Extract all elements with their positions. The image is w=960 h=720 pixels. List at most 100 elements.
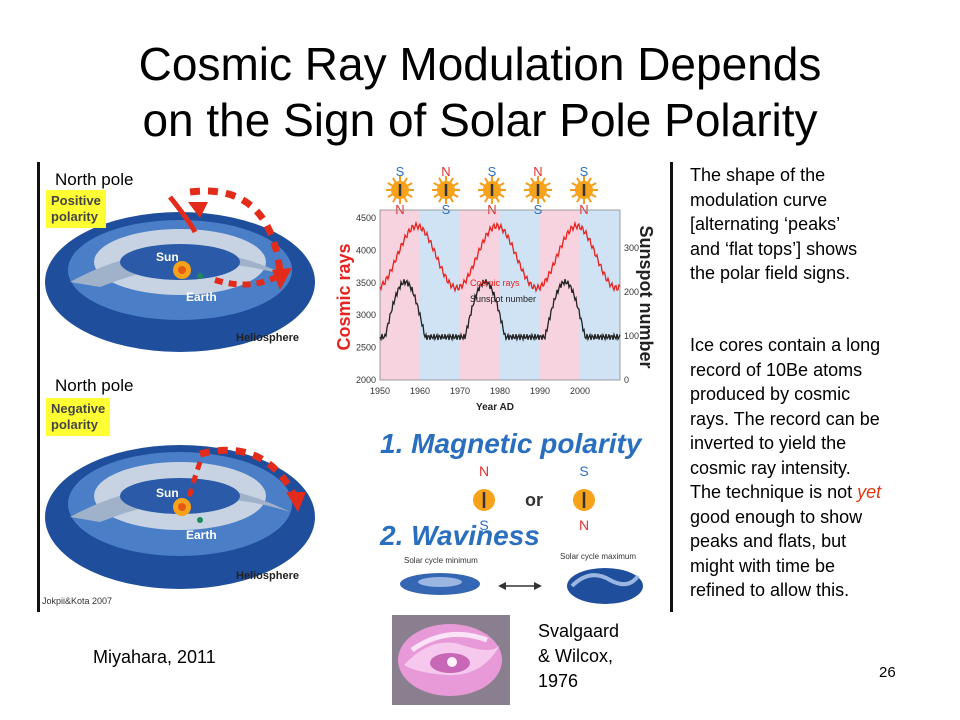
pole-top-letter: S [396, 164, 405, 179]
top-sun-label: Sun [156, 250, 179, 264]
left-tick-label: 4000 [356, 245, 376, 255]
left-tick-label: 3000 [356, 310, 376, 320]
plot-frame [379, 209, 621, 381]
polar-field-text: The shape of the modulation curve [alter… [690, 163, 952, 286]
right-tick-label: 0 [624, 375, 629, 385]
page-number: 26 [879, 664, 896, 681]
option1-bottom-letter: S [479, 517, 488, 533]
top-heliosphere-label: Heliosphere [236, 332, 299, 344]
negative-polarity-line-1: Negative [51, 401, 106, 416]
svalgaard-citation: Svalgaard & Wilcox, 1976 [538, 619, 619, 694]
heliosphere-illustrations [45, 187, 315, 589]
polarity-band [580, 210, 620, 380]
legend-sunspot: Sunspot number [470, 294, 536, 304]
pole-top-letter: N [533, 164, 542, 179]
ice-core-text-line-11: refined to allow this. [690, 580, 850, 600]
polarity-option-1: N S [473, 463, 495, 533]
cosmic-rays-axis-label: Cosmic rays [334, 243, 354, 350]
polarity-band [420, 210, 460, 380]
right-tick-label: 100 [624, 331, 639, 341]
ice-core-text-line-3: produced by cosmic [690, 384, 851, 404]
left-tick-label: 2000 [356, 375, 376, 385]
current-sheet-image [392, 615, 510, 705]
ice-core-text-line-7-start: The technique is not [690, 482, 858, 502]
polar-field-text-line-4: and ‘flat tops’] shows [690, 238, 858, 259]
ice-core-text-line-1: Ice cores contain a long [690, 335, 881, 355]
x-tick-label: 1990 [530, 386, 550, 396]
emphasis-word: yet [857, 482, 882, 502]
miyahara-citation: Miyahara, 2011 [93, 647, 216, 667]
pole-sun-icon: NS [524, 164, 552, 217]
polar-field-text-line-5: the polar field signs. [690, 263, 851, 283]
option1-top-letter: N [479, 463, 489, 479]
svalgaard-citation-line-1: Svalgaard [538, 621, 620, 641]
legend-cosmic-rays: Cosmic rays [470, 278, 520, 288]
pole-sun-icon: SN [570, 164, 598, 217]
polar-field-text-line-3: [alternating ‘peaks’ [690, 214, 841, 234]
bottom-earth-label: Earth [186, 528, 217, 542]
x-tick-label: 1970 [450, 386, 470, 396]
option2-top-letter: S [579, 463, 588, 479]
slide-title: Cosmic Ray Modulation Depends on the Sig… [0, 36, 960, 148]
ice-core-text-line-7: The technique is not yet [690, 480, 952, 505]
pole-sun-icon: NS [432, 164, 460, 217]
top-earth-label: Earth [186, 290, 217, 304]
x-tick-label: 2000 [570, 386, 590, 396]
cycle-minimum-label: Solar cycle minimum [404, 556, 478, 565]
right-tick-label: 200 [624, 287, 639, 297]
ice-core-text: Ice cores contain a long record of 10Be … [690, 333, 952, 603]
ice-core-text-line-4: rays. The record can be [690, 408, 880, 429]
cosmic-ray-series-line [379, 220, 621, 294]
negative-polarity-badge: Negative polarity [46, 398, 111, 436]
left-tick-label: 3500 [356, 278, 376, 288]
cycle-maximum-label: Solar cycle maximum [560, 552, 637, 561]
left-tick-label: 4500 [356, 213, 376, 223]
polar-field-text-line-2: modulation curve [690, 189, 828, 210]
top-north-pole-label: North pole [52, 169, 137, 190]
x-tick-label: 1950 [370, 386, 390, 396]
option2-bottom-letter: N [579, 517, 589, 533]
bottom-heliosphere-graphic [45, 445, 315, 589]
polarity-option-2: S N [573, 463, 595, 533]
sunspot-axis-label: Sunspot number [636, 226, 656, 369]
ice-core-text-line-8: good enough to show [690, 506, 863, 527]
pole-bottom-letter: N [395, 202, 404, 217]
waviness-illustrations [400, 568, 643, 604]
bottom-heliosphere-label: Heliosphere [236, 570, 299, 582]
pole-bottom-letter: S [534, 202, 543, 217]
x-tick-label: 1960 [410, 386, 430, 396]
svalgaard-citation-line-2: & Wilcox, [538, 646, 614, 666]
positive-polarity-badge: Positive polarity [46, 190, 106, 228]
top-heliosphere-graphic [45, 187, 315, 352]
pole-bottom-letter: N [579, 202, 588, 217]
figure-credit: Jokpii&Kota 2007 [42, 596, 113, 606]
ice-core-text-line-10: might with time be [690, 555, 836, 576]
slide-title-line-2: on the Sign of Solar Pole Polarity [142, 94, 818, 146]
x-tick-label: 1980 [490, 386, 510, 396]
pole-bottom-letter: N [487, 202, 496, 217]
x-axis-label: Year AD [476, 402, 514, 413]
polarity-options: N S or S N [473, 463, 595, 533]
left-tick-label: 2500 [356, 343, 376, 353]
ice-core-text-line-6: cosmic ray intensity. [690, 457, 851, 478]
slide-title-line-1: Cosmic Ray Modulation Depends [138, 38, 822, 90]
polar-field-text-line-1: The shape of the [690, 165, 826, 185]
sunspot-series-line [379, 278, 621, 343]
item-magnetic-polarity: 1. Magnetic polarity [380, 428, 642, 459]
pole-bottom-letter: S [442, 202, 451, 217]
ice-core-text-line-2: record of 10Be atoms [690, 359, 863, 380]
bottom-north-pole-label: North pole [52, 375, 137, 396]
positive-polarity-line-1: Positive [51, 193, 101, 208]
svalgaard-citation-line-3: 1976 [538, 671, 579, 691]
right-tick-label: 300 [624, 243, 639, 253]
pole-top-letter: S [580, 164, 589, 179]
or-label: or [525, 490, 543, 510]
item-waviness: 2. Waviness [380, 520, 540, 551]
pole-top-letter: N [441, 164, 450, 179]
ice-core-text-line-5: inverted to yield the [690, 433, 847, 453]
modulation-figure: North pole Positive polarity Sun Earth H… [37, 162, 673, 612]
pole-sun-icon: SN [386, 164, 414, 217]
negative-polarity-line-2: polarity [51, 417, 98, 432]
bottom-sun-label: Sun [156, 486, 179, 500]
